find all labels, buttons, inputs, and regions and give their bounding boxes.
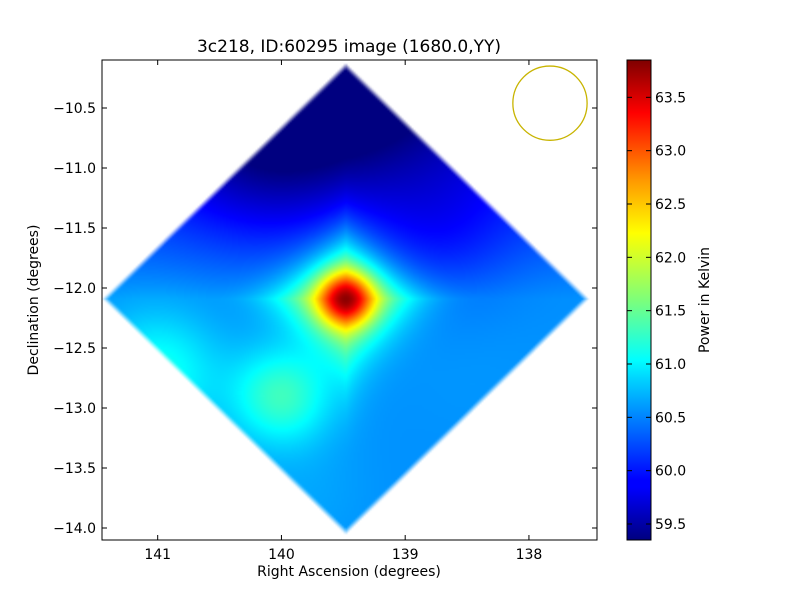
plot-frame — [101, 59, 598, 541]
colorbar-tick-label: 60.5 — [655, 410, 686, 426]
colorbar-tick-label: 61.0 — [655, 357, 686, 373]
chart-title: 3c218, ID:60295 image (1680.0,YY) — [197, 37, 501, 57]
y-tick-label: −11.0 — [53, 161, 96, 177]
colorbar-tick-label: 60.0 — [655, 464, 686, 480]
x-tick-label: 138 — [516, 547, 543, 563]
y-axis-ticks: −10.5 −11.0 −11.5 −12.0 −12.5 −13.0 −13.5 −14.0 — [53, 101, 597, 537]
y-tick-label: −12.0 — [53, 281, 96, 297]
colorbar — [626, 59, 652, 541]
y-tick-label: −14.0 — [53, 521, 96, 537]
x-axis-label: Right Ascension (degrees) — [257, 564, 441, 580]
colorbar-tick-label: 62.5 — [655, 197, 686, 213]
x-tick-label: 140 — [268, 547, 295, 563]
colorbar-tick-label: 63.5 — [655, 90, 686, 106]
x-tick-label: 141 — [144, 547, 171, 563]
y-axis-label: Declination (degrees) — [26, 225, 42, 376]
colorbar-label: Power in Kelvin — [697, 247, 713, 353]
beam-circle — [512, 65, 588, 141]
colorbar-ticks: 59.5 60.0 60.5 61.0 61.5 62.0 62.5 63.0 63.5 — [627, 90, 686, 533]
y-tick-label: −13.5 — [53, 461, 96, 477]
y-tick-label: −10.5 — [53, 101, 96, 117]
colorbar-tick-label: 59.5 — [655, 517, 686, 533]
colorbar-tick-label: 61.5 — [655, 304, 686, 320]
y-tick-label: −12.5 — [53, 341, 96, 357]
y-tick-label: −11.5 — [53, 221, 96, 237]
x-tick-label: 139 — [392, 547, 419, 563]
heatmap-image — [102, 60, 597, 540]
colorbar-tick-label: 63.0 — [655, 144, 686, 160]
colorbar-tick-label: 62.0 — [655, 250, 686, 266]
x-axis-ticks: 141 140 139 138 — [144, 60, 542, 563]
y-tick-label: −13.0 — [53, 401, 96, 417]
